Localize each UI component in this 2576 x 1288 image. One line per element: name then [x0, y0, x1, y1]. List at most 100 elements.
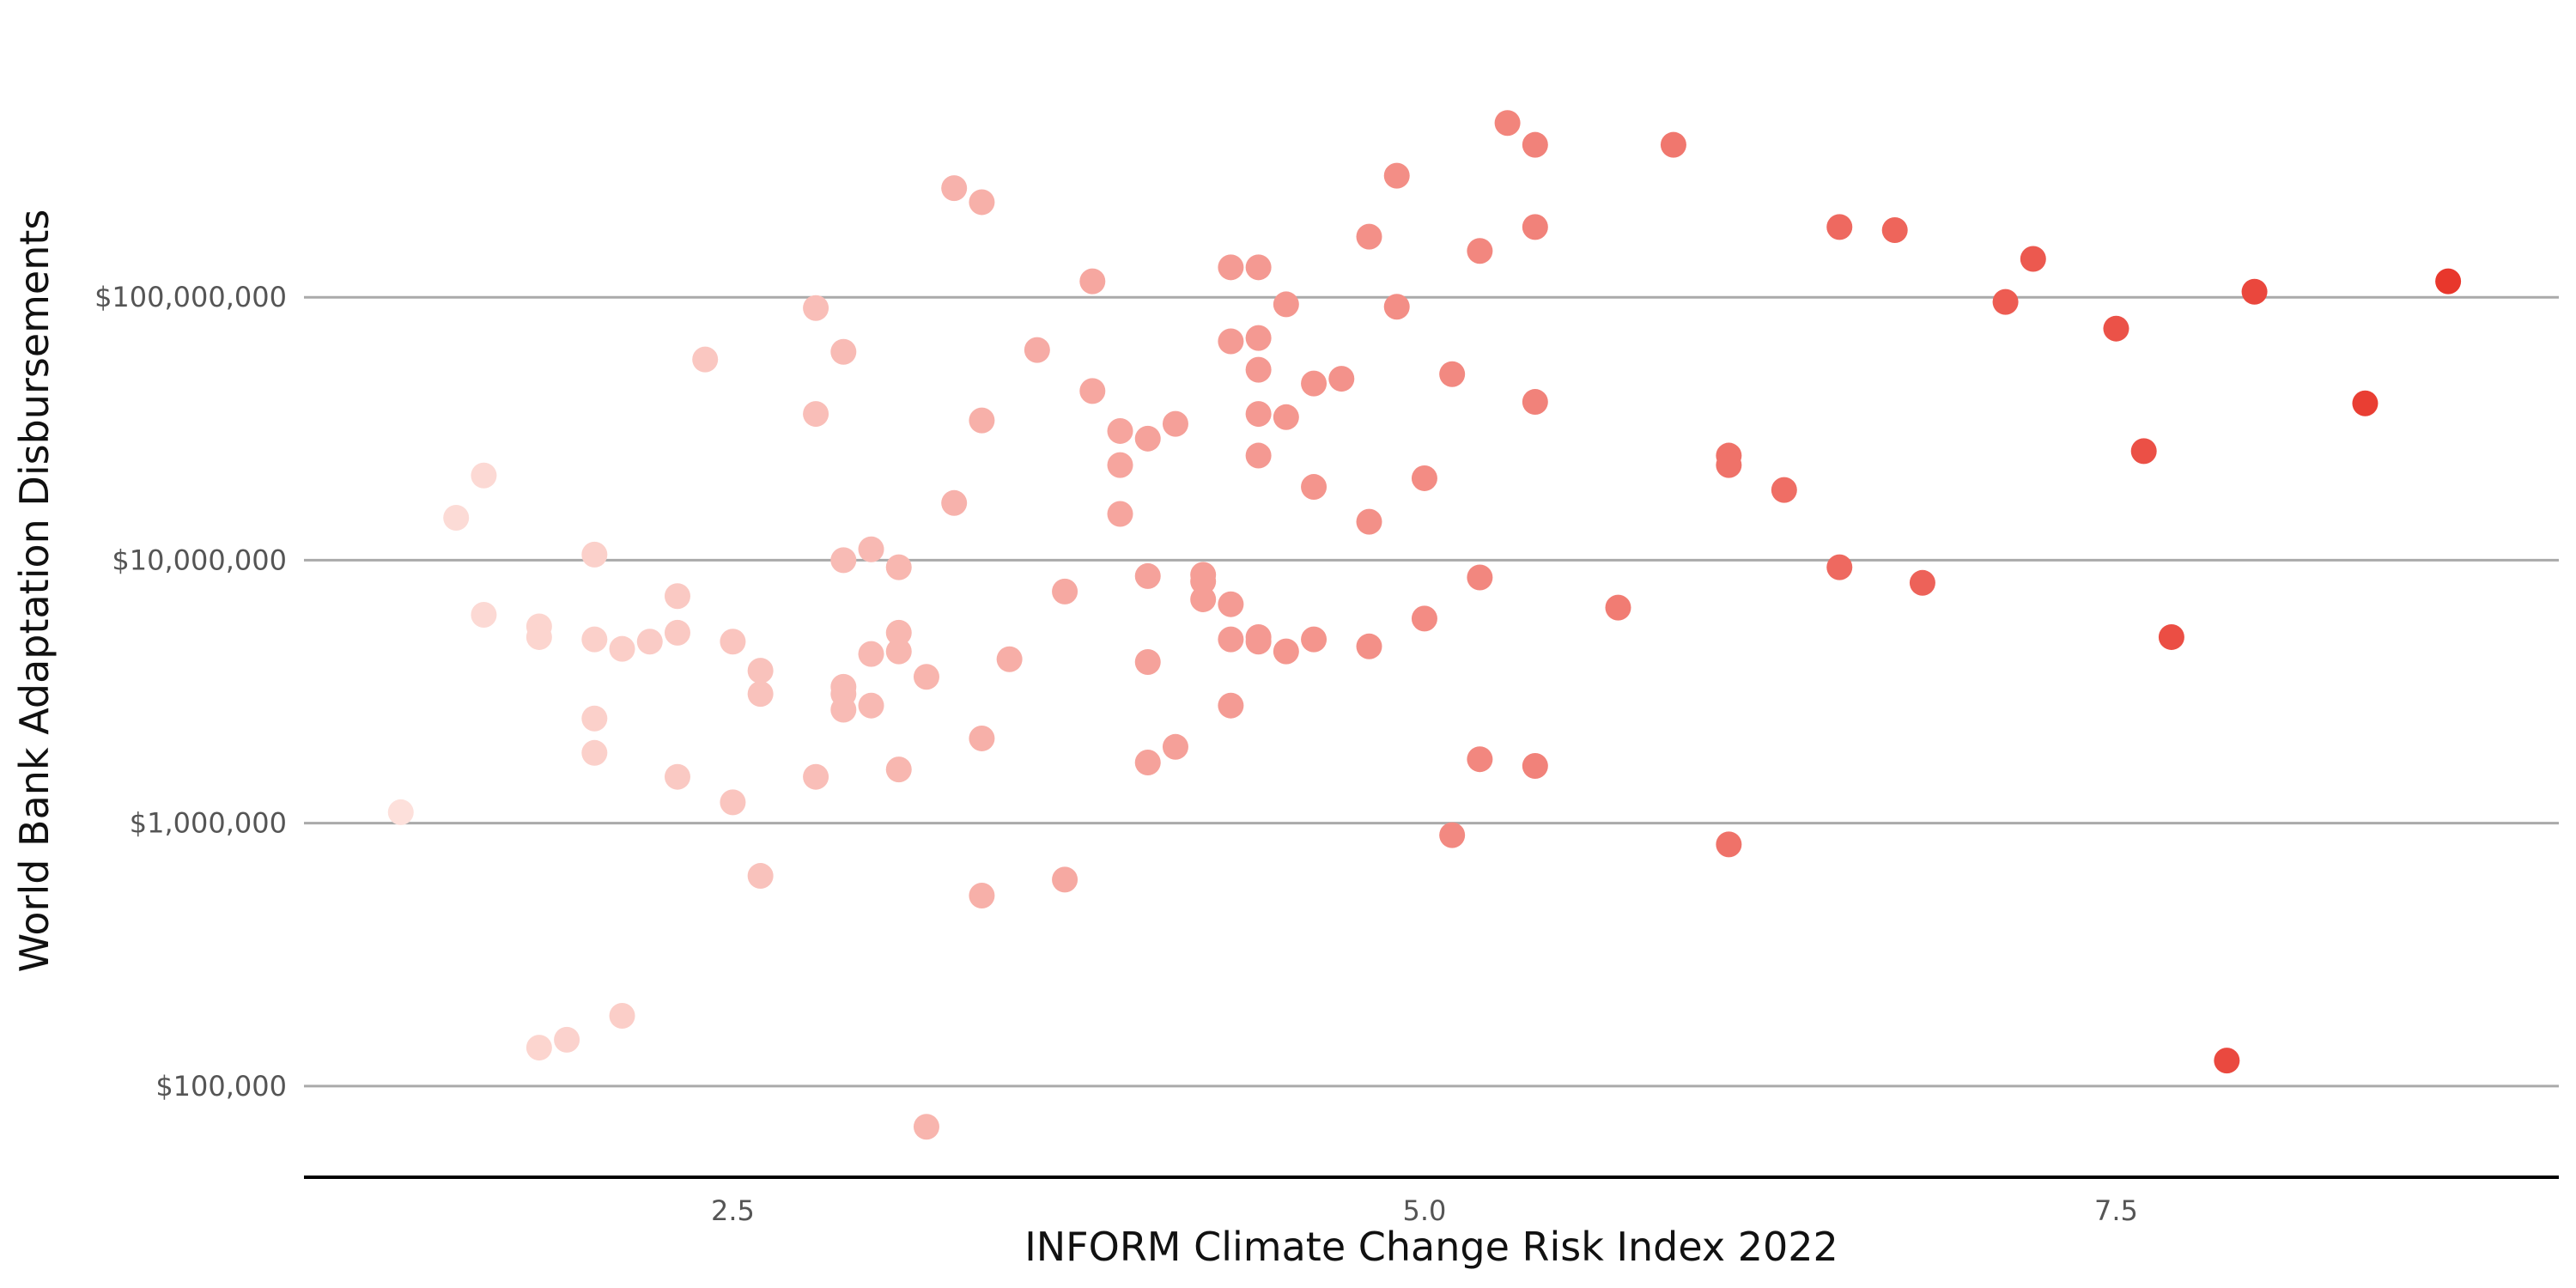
data-point: [858, 641, 884, 667]
data-point: [803, 295, 829, 321]
data-point: [830, 696, 857, 723]
data-point: [581, 739, 608, 766]
data-point: [1024, 337, 1050, 363]
data-point: [471, 601, 497, 628]
data-point: [1467, 238, 1493, 264]
data-point: [1218, 328, 1244, 355]
data-point: [1079, 378, 1106, 404]
data-point: [1190, 568, 1217, 595]
data-point: [1273, 404, 1299, 430]
data-point: [830, 547, 857, 574]
data-point: [1494, 110, 1521, 137]
data-point: [1273, 638, 1299, 665]
data-point: [885, 638, 912, 665]
data-point: [1522, 214, 1548, 240]
data-point: [387, 799, 414, 825]
data-point: [803, 763, 829, 790]
data-point: [1218, 254, 1244, 281]
data-point: [1052, 578, 1078, 605]
data-point: [1356, 508, 1382, 535]
data-point: [941, 175, 968, 202]
data-point: [1245, 442, 1272, 469]
data-point: [1245, 401, 1272, 428]
data-point: [747, 658, 774, 684]
data-point: [1826, 554, 1853, 580]
data-point: [1439, 361, 1466, 387]
data-point: [1356, 633, 1382, 659]
data-point: [443, 504, 470, 531]
data-point: [554, 1026, 580, 1053]
data-point: [2214, 1048, 2240, 1074]
y-tick-label: $100,000: [155, 1070, 287, 1103]
data-point: [1134, 648, 1161, 675]
data-point: [2103, 315, 2129, 342]
data-point: [1218, 692, 1244, 719]
data-point: [1881, 217, 1908, 244]
y-tick-label: $100,000,000: [94, 281, 287, 313]
data-point: [471, 462, 497, 489]
y-tick-label: $10,000,000: [112, 544, 287, 576]
data-points: [387, 110, 2462, 1140]
data-point: [581, 705, 608, 732]
data-point: [1245, 629, 1272, 655]
y-axis-title: World Bank Adaptation Disbursements: [11, 210, 58, 973]
data-point: [1467, 564, 1493, 591]
data-point: [941, 489, 968, 516]
data-point: [720, 789, 746, 816]
data-point: [2352, 390, 2379, 416]
data-point: [885, 756, 912, 783]
data-point: [1522, 131, 1548, 158]
x-tick-label: 7.5: [2094, 1194, 2138, 1227]
data-point: [1245, 325, 1272, 351]
y-tick-labels: $100,000 $1,000,000 $10,000,000 $100,000,00…: [94, 281, 287, 1103]
data-point: [1301, 474, 1327, 501]
data-point: [581, 626, 608, 653]
y-tick-label: $1,000,000: [130, 807, 287, 840]
data-point: [747, 863, 774, 890]
data-point: [885, 619, 912, 646]
data-point: [1605, 594, 1631, 621]
data-point: [1301, 370, 1327, 397]
data-point: [720, 629, 746, 655]
data-point: [1383, 294, 1410, 320]
data-point: [969, 725, 995, 751]
data-point: [1660, 131, 1686, 158]
data-point: [969, 883, 995, 909]
data-point: [1190, 586, 1217, 612]
data-point: [1909, 569, 1935, 596]
data-point: [747, 681, 774, 708]
data-point: [830, 338, 857, 365]
data-point: [1522, 753, 1548, 780]
data-point: [2435, 268, 2462, 295]
data-point: [1273, 291, 1299, 318]
data-point: [969, 407, 995, 434]
data-point: [1411, 465, 1437, 491]
data-point: [858, 536, 884, 562]
data-point: [1383, 162, 1410, 189]
data-point: [1356, 223, 1382, 250]
data-point: [1439, 822, 1466, 848]
data-point: [636, 629, 663, 655]
data-point: [858, 692, 884, 719]
data-point: [1107, 452, 1133, 478]
data-point: [1245, 254, 1272, 281]
data-point: [1134, 750, 1161, 776]
x-tick-labels: 2.5 5.0 7.5: [711, 1194, 2138, 1227]
data-point: [2158, 623, 2184, 650]
data-point: [2241, 278, 2268, 305]
data-point: [692, 346, 719, 373]
data-point: [1411, 605, 1437, 632]
data-point: [1245, 356, 1272, 383]
data-point: [1079, 268, 1106, 295]
x-axis-title: INFORM Climate Change Risk Index 2022: [1024, 1224, 1838, 1270]
data-point: [1218, 626, 1244, 653]
data-point: [609, 635, 635, 662]
data-point: [913, 664, 939, 690]
data-point: [1301, 626, 1327, 653]
data-point: [1162, 733, 1188, 760]
data-point: [1328, 366, 1355, 392]
data-point: [664, 619, 690, 646]
data-point: [2130, 438, 2157, 465]
data-point: [609, 1003, 635, 1030]
